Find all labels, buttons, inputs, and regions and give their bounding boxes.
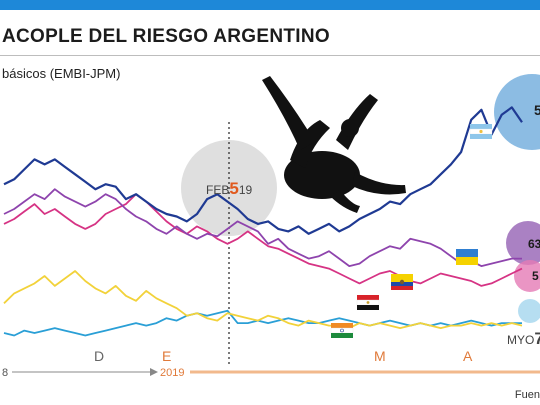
series-line-0: [3, 106, 523, 235]
title-divider: [0, 55, 540, 56]
feb-annotation: FEB519: [206, 179, 252, 198]
chart-subtitle: básicos (EMBI-JPM): [2, 66, 121, 81]
argentina-flag-icon: [469, 124, 493, 139]
series-line-3: [3, 270, 523, 330]
series-line-1: [3, 188, 522, 268]
series-line-4: [3, 309, 522, 337]
timeline-arrowhead: [150, 368, 158, 376]
ukraine-bubble: [506, 221, 540, 265]
ecuador-value-label: 5: [532, 269, 539, 283]
top-accent-bar: [0, 0, 540, 10]
egypt-flag-icon: [356, 295, 380, 310]
india-flag-icon: [330, 323, 354, 338]
series-line-2: [3, 193, 523, 287]
month-label-m: M: [374, 348, 386, 364]
series-group: [3, 106, 523, 337]
ecuador-bubble: [514, 260, 540, 292]
page-title: ACOPLE DEL RIESGO ARGENTINO: [2, 26, 330, 47]
ukraine-flag-icon: [456, 249, 478, 265]
month-label-d: D: [94, 348, 104, 364]
myo-annotation: MYO7: [507, 329, 540, 348]
falling-figure-illustration: [262, 76, 406, 213]
month-label-a: A: [463, 348, 473, 364]
argentina-value-label: 5: [534, 102, 540, 118]
ecuador-flag-icon: [391, 274, 413, 290]
month-label-e: E: [162, 348, 171, 364]
source-credit: Fuen: [514, 389, 540, 401]
india-bubble: [518, 299, 540, 323]
year-2019-label: 2019: [160, 367, 184, 379]
argentina-bubble: [494, 74, 540, 150]
ukraine-value-label: 63: [528, 237, 540, 251]
year-start-label: 8: [2, 367, 8, 379]
